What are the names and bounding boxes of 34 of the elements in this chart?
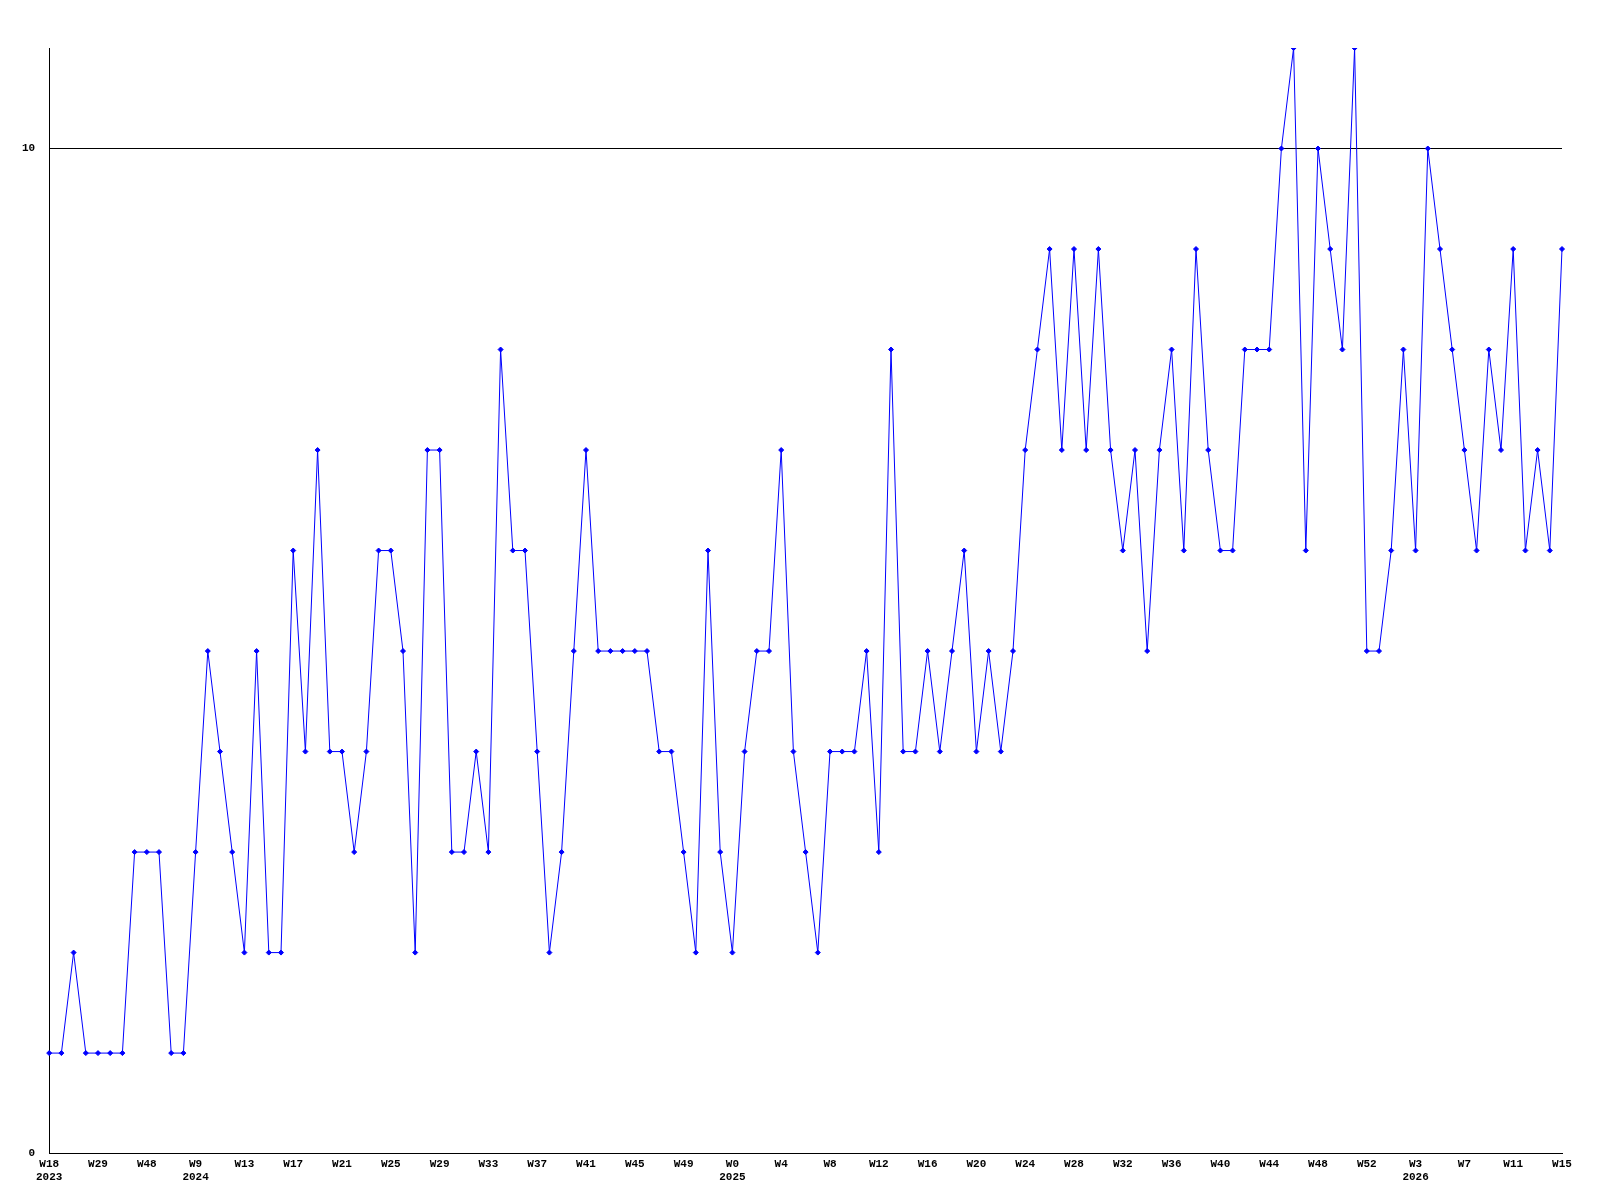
x-tick-label: W48 <box>136 1157 158 1170</box>
y-tick-label: 0 <box>28 1147 36 1160</box>
x-tick-label: W13 <box>234 1157 255 1170</box>
x-tick-label: W29 <box>429 1157 450 1170</box>
x-tick-label: W15 <box>1552 1157 1573 1170</box>
x-tick-label: W44 <box>1259 1157 1280 1170</box>
x-tick-label: W33 <box>478 1157 499 1170</box>
x-tick-label: W40 <box>1210 1157 1231 1170</box>
x-tick-label: W41 <box>576 1157 597 1170</box>
x-tick-label: W45 <box>624 1157 646 1170</box>
x-tick-label: W24 <box>1015 1157 1036 1170</box>
x-tick-label: W32 <box>1112 1157 1133 1170</box>
x-tick-label: W12 <box>868 1157 889 1170</box>
x-tick-label: W0 2025 <box>719 1157 746 1184</box>
x-tick-label: W18 2023 <box>36 1157 63 1184</box>
x-tick-label: W36 <box>1161 1157 1182 1170</box>
x-tick-label: W9 2024 <box>182 1157 210 1184</box>
x-tick-label: W20 <box>966 1157 987 1170</box>
x-tick-label: W21 <box>332 1157 353 1170</box>
x-tick-label: W29 <box>88 1157 108 1170</box>
x-tick-label: W17 <box>283 1157 304 1170</box>
x-tick-label: W48 <box>1308 1157 1329 1170</box>
x-tick-label: W4 <box>774 1157 789 1170</box>
x-tick-label: W3 2026 <box>1402 1157 1429 1184</box>
y-tick-label: 10 <box>22 142 36 155</box>
x-tick-label: W25 <box>380 1157 402 1170</box>
x-tick-label: W7 <box>1457 1157 1471 1170</box>
x-tick-label: W16 <box>917 1157 938 1170</box>
x-tick-label: W49 <box>673 1157 694 1170</box>
x-tick-label: W37 <box>527 1157 548 1170</box>
x-tick-label: W11 <box>1503 1157 1524 1170</box>
x-tick-label: W52 <box>1356 1157 1377 1170</box>
x-tick-label: W28 <box>1064 1157 1085 1170</box>
x-tick-label: W8 <box>823 1157 837 1170</box>
